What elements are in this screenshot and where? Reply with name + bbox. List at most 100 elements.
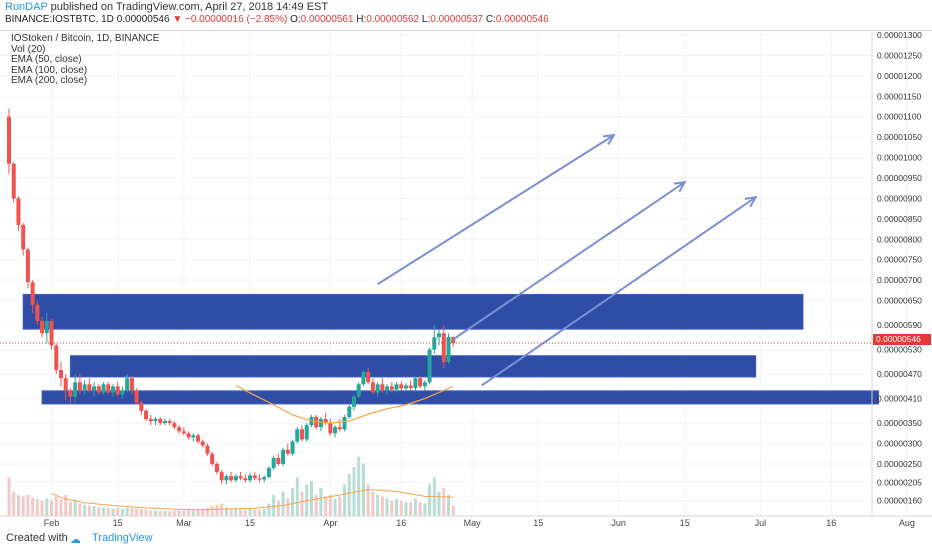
volume-bar — [135, 509, 139, 516]
candle-body — [7, 116, 11, 164]
candle-body — [408, 385, 413, 388]
candle-body — [172, 423, 177, 428]
chart-canvas[interactable]: Feb 15 Mar 15 Apr 16 May 15 Jun 15 Jul 16 Aug 0.00001… — [0, 30, 932, 529]
created-with-text: Created with — [6, 532, 68, 544]
candle-body — [110, 386, 115, 393]
candle-body — [304, 425, 309, 440]
volume-bar — [26, 495, 30, 516]
volume-bar — [120, 509, 124, 516]
candle-body — [101, 384, 106, 393]
candle-body — [323, 419, 328, 424]
volume-bar — [262, 509, 266, 516]
volume-bar — [16, 495, 20, 516]
candle-body — [162, 421, 167, 424]
candle-body — [96, 386, 101, 393]
candle-body — [129, 378, 134, 391]
x-tick-label: May — [464, 518, 482, 528]
x-tick-label: Apr — [323, 518, 337, 528]
volume-bar — [229, 509, 233, 516]
candle-body — [328, 423, 333, 434]
volume-bar — [40, 500, 44, 516]
y-tick-label: 0.00000950 — [877, 173, 922, 183]
candle-body — [399, 384, 404, 389]
candle-body — [210, 453, 215, 464]
symbol-label: BINANCE:IOSTBTC, 1D — [5, 14, 114, 25]
candle-body — [11, 163, 16, 199]
candle-body — [87, 384, 92, 391]
price-change: ▼ −0.00000016 (−2.85%) — [172, 14, 288, 25]
volume-bar — [205, 507, 209, 516]
y-tick-label: 0.00001150 — [877, 91, 922, 101]
volume-bar — [328, 495, 332, 516]
volume-bar — [291, 488, 295, 516]
volume-bar — [371, 491, 375, 516]
x-tick-label: 16 — [826, 518, 836, 528]
candle-body — [403, 385, 408, 389]
y-tick-label: 0.00001250 — [877, 50, 922, 60]
legend-ema50[interactable]: EMA (50, close) — [11, 54, 82, 65]
low-label: L: — [421, 14, 431, 25]
x-tick-label: Aug — [899, 518, 915, 528]
volume-bar — [272, 495, 276, 516]
candle-body — [158, 419, 163, 424]
candle-body — [342, 416, 347, 430]
ohlc-line: BINANCE:IOSTBTC, 1D 0.00000546 ▼ −0.0000… — [5, 14, 549, 25]
volume-bar — [73, 499, 77, 516]
candle-body — [68, 390, 73, 397]
candle-body — [427, 349, 432, 383]
legend-ema100[interactable]: EMA (100, close) — [11, 64, 88, 76]
volume-bar — [253, 509, 257, 516]
volume-bar — [35, 499, 39, 516]
volume-bar — [158, 511, 162, 516]
chart-area[interactable]: Feb 15 Mar 15 Apr 16 May 15 Jun 15 Jul 16 Aug 0.00001… — [0, 30, 932, 529]
candle-body — [285, 449, 290, 454]
candle-body — [229, 476, 234, 481]
volume-bar — [97, 507, 101, 516]
volume-bar — [21, 496, 25, 516]
candle-body — [44, 320, 49, 334]
candle-body — [437, 333, 442, 338]
legend-vol[interactable]: Vol (20) — [11, 43, 46, 55]
y-tick-label: 0.00000350 — [877, 418, 922, 428]
volume-bar — [267, 503, 271, 516]
candle-body — [271, 457, 276, 469]
open-label: O: — [290, 14, 301, 25]
candle-body — [351, 396, 356, 407]
volume-bar — [92, 506, 96, 516]
volume-bar — [347, 474, 351, 516]
candle-body — [200, 441, 205, 446]
volume-bar — [352, 467, 356, 516]
candle-body — [214, 463, 219, 473]
volume-bar — [404, 502, 408, 516]
legend-ema200[interactable]: EMA (200, close) — [11, 75, 88, 86]
tradingview-brand-link[interactable]: TradingView — [92, 532, 153, 544]
volume-bar — [309, 481, 313, 516]
y-tick-label: 0.00000750 — [877, 255, 922, 265]
candle-body — [54, 345, 59, 371]
candle-body — [77, 382, 82, 391]
candle-body — [252, 475, 257, 479]
y-tick-label: 0.00000700 — [877, 275, 922, 285]
candle-body — [333, 427, 338, 434]
volume-bar — [106, 508, 110, 516]
candle-body — [40, 320, 45, 334]
volume-bar — [451, 505, 455, 516]
candle-body — [446, 336, 451, 362]
publish-header: RunDAP published on TradingView.com, Apr… — [0, 0, 932, 30]
volume-bar — [442, 488, 446, 516]
volume-bar — [154, 510, 157, 516]
volume-bar — [64, 495, 68, 516]
volume-bar — [87, 505, 91, 516]
author-link[interactable]: RunDAP — [5, 1, 48, 13]
ema-50-line — [235, 385, 454, 424]
candle-body — [243, 478, 248, 481]
candle-body — [366, 372, 371, 383]
arrow-head — [602, 133, 616, 145]
candle-body — [134, 390, 139, 403]
volume-bar — [191, 510, 195, 516]
candle-body — [257, 478, 262, 480]
open-value: 0.00000561 — [300, 14, 354, 25]
y-tick-label: 0.00000590 — [877, 320, 922, 330]
volume-bar — [68, 502, 72, 516]
y-tick-label: 0.00000205 — [877, 477, 922, 487]
